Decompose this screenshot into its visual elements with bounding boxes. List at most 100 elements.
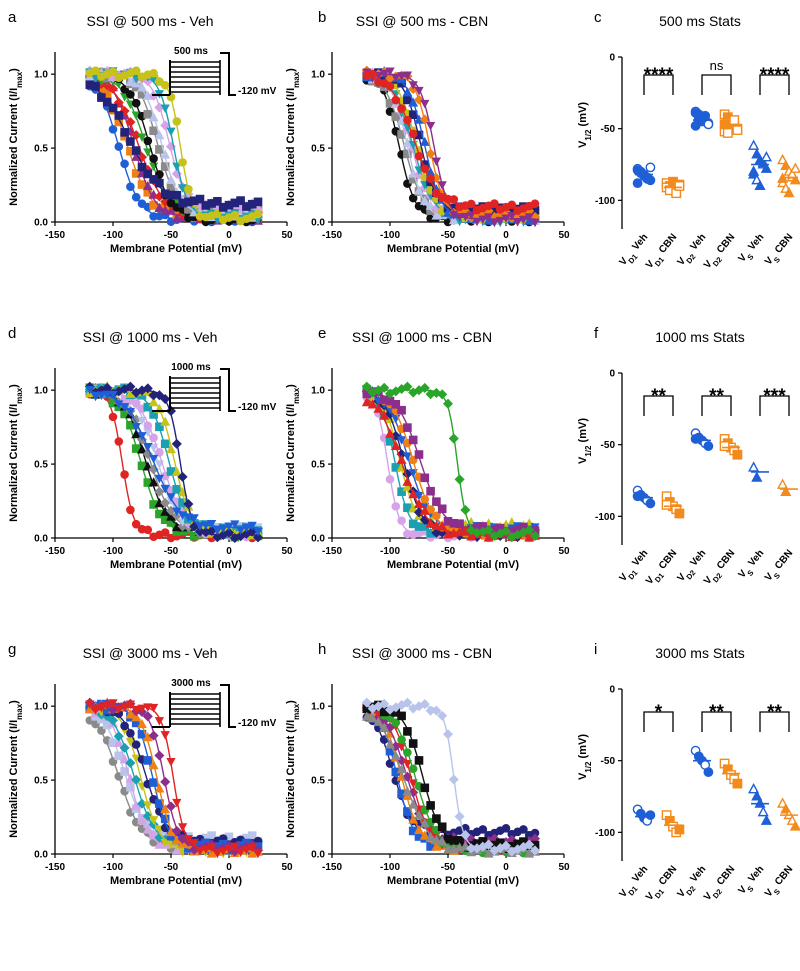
significance-label: ** bbox=[709, 702, 724, 723]
data-series-10 bbox=[362, 67, 540, 228]
data-point bbox=[530, 218, 540, 228]
data-point bbox=[201, 845, 211, 855]
stat-point bbox=[783, 186, 795, 198]
category-condition: Veh bbox=[745, 864, 767, 887]
data-point bbox=[108, 699, 118, 708]
comparison-bracket-1: * bbox=[643, 702, 674, 732]
stat-point bbox=[642, 173, 653, 184]
data-point bbox=[390, 750, 401, 760]
data-point bbox=[125, 737, 136, 747]
data-point bbox=[96, 703, 107, 713]
bracket-line bbox=[759, 74, 790, 95]
y-axis-label-main: Normalized Current (I/I bbox=[285, 404, 297, 522]
voltage-protocol-inset: 1000 ms -120 mV bbox=[152, 362, 277, 413]
data-point bbox=[373, 403, 384, 413]
ssi-panel-g: g SSI @ 3000 ms - Veh -150 -100 -50 0 50 0.0 0.5… bbox=[8, 641, 293, 887]
data-point bbox=[396, 764, 407, 774]
data-point bbox=[431, 210, 442, 220]
data-point bbox=[402, 697, 413, 708]
panel-letter: g bbox=[8, 641, 16, 658]
data-point bbox=[455, 519, 464, 529]
data-point bbox=[420, 164, 430, 174]
data-point bbox=[172, 190, 182, 200]
data-point bbox=[212, 526, 223, 536]
data-point bbox=[143, 421, 153, 431]
y-axis-label-main: Normalized Current (I/I bbox=[285, 88, 297, 206]
y-axis-label-sub: 1/2 bbox=[584, 445, 593, 457]
stat-point bbox=[674, 824, 685, 835]
data-point bbox=[131, 192, 141, 202]
data-point bbox=[155, 77, 164, 86]
data-point bbox=[131, 774, 142, 785]
x-axis-label: Membrane Potential (mV) bbox=[387, 559, 519, 571]
data-point bbox=[426, 174, 435, 183]
fit-curve bbox=[366, 75, 535, 208]
data-point bbox=[419, 136, 430, 146]
significance-label: **** bbox=[644, 65, 674, 86]
y-axis-label-unit: (mV) bbox=[577, 418, 589, 446]
category-sub: S bbox=[745, 568, 755, 578]
bracket-line bbox=[701, 74, 732, 95]
data-point bbox=[224, 522, 234, 532]
stat-point bbox=[777, 478, 789, 489]
x-tick-label: -50 bbox=[441, 546, 456, 557]
data-point bbox=[108, 390, 118, 400]
y-axis-label-main: Normalized Current (I/I bbox=[285, 720, 297, 838]
data-point bbox=[403, 423, 412, 432]
y-tick-label: 0.5 bbox=[311, 460, 325, 471]
data-point bbox=[432, 511, 441, 521]
data-point bbox=[379, 722, 390, 732]
category-condition: CBN bbox=[655, 548, 679, 574]
x-tick-label: 0 bbox=[503, 230, 509, 241]
data-point bbox=[206, 519, 217, 529]
data-point bbox=[397, 735, 406, 744]
group-1: VD1 Veh bbox=[618, 162, 656, 268]
data-point bbox=[408, 97, 419, 107]
data-point bbox=[125, 709, 136, 719]
data-point bbox=[524, 213, 534, 222]
ssi-panel-h: h SSI @ 3000 ms - CBN -150 -100 -50 0 50 0.0 0.5… bbox=[285, 641, 570, 887]
data-point bbox=[524, 524, 535, 536]
fit-curve bbox=[366, 73, 535, 216]
x-tick-label: 50 bbox=[281, 862, 293, 873]
data-point bbox=[437, 521, 448, 531]
data-point bbox=[235, 526, 246, 535]
data-point bbox=[501, 214, 511, 224]
data-point bbox=[171, 825, 182, 836]
data-point bbox=[155, 178, 164, 188]
data-point bbox=[235, 848, 246, 858]
data-point bbox=[218, 847, 228, 856]
data-point bbox=[160, 162, 170, 171]
data-point bbox=[137, 82, 147, 92]
data-point bbox=[414, 810, 424, 820]
x-tick-label: -100 bbox=[103, 230, 123, 241]
x-tick-label: -150 bbox=[322, 862, 342, 873]
panel-letter: b bbox=[318, 9, 326, 26]
group-3: VD2 Veh bbox=[676, 428, 714, 584]
data-point bbox=[108, 412, 118, 422]
data-point bbox=[142, 383, 153, 394]
data-point bbox=[154, 130, 165, 140]
category-condition: Veh bbox=[629, 864, 651, 887]
y-axis-label-close: ) bbox=[285, 384, 297, 388]
data-point bbox=[114, 111, 124, 120]
data-point bbox=[385, 474, 395, 484]
data-point bbox=[160, 804, 171, 814]
x-tick-label: -50 bbox=[164, 862, 179, 873]
group-5: VS Veh bbox=[736, 783, 772, 896]
data-point bbox=[236, 196, 245, 205]
data-point bbox=[408, 110, 418, 119]
data-point bbox=[166, 444, 176, 454]
stat-point bbox=[780, 485, 792, 497]
data-point bbox=[253, 849, 263, 859]
y-axis-label-main: V bbox=[577, 772, 589, 780]
data-point bbox=[137, 416, 147, 426]
bracket-line bbox=[701, 711, 732, 732]
data-point bbox=[172, 798, 182, 808]
data-point bbox=[419, 195, 430, 205]
data-point bbox=[160, 731, 170, 740]
data-point bbox=[160, 104, 170, 114]
data-point bbox=[166, 174, 176, 184]
data-point bbox=[131, 66, 141, 75]
